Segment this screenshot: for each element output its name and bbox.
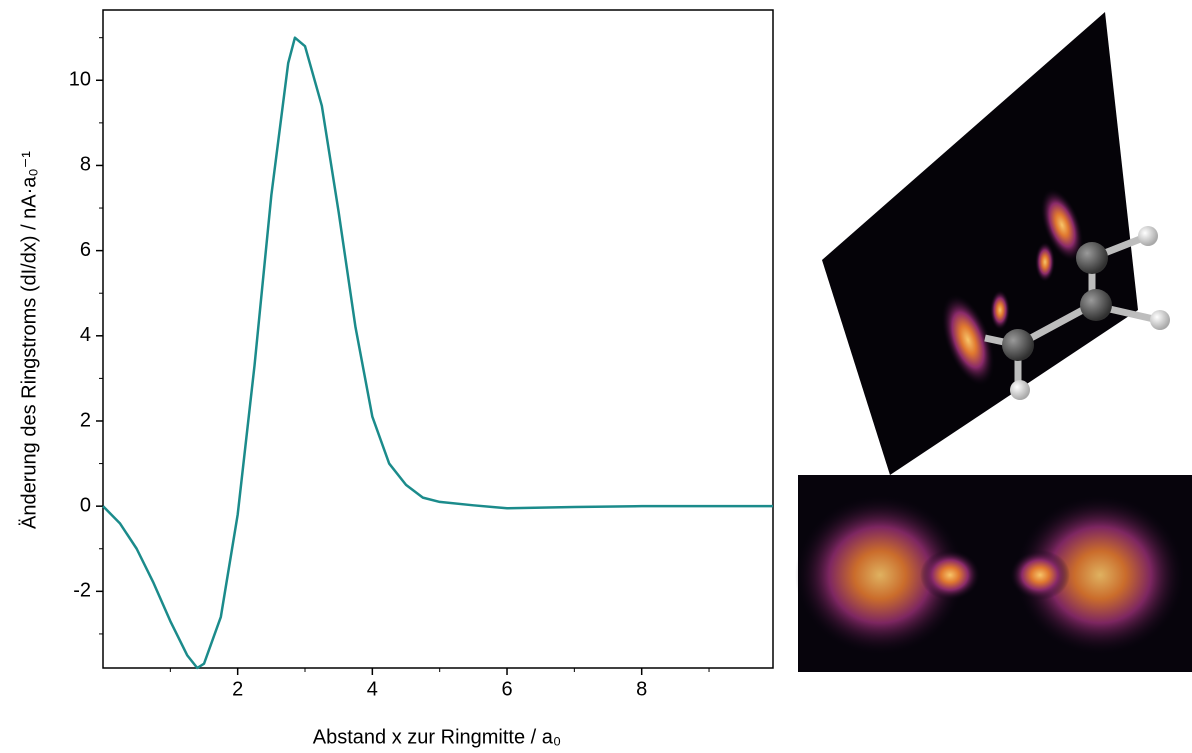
density-slice <box>795 475 1192 672</box>
x-tick-label: 2 <box>232 678 243 700</box>
y-tick-label: 10 <box>69 69 91 91</box>
x-tick-label: 6 <box>501 678 512 700</box>
y-tick-label: 2 <box>80 409 91 431</box>
y-tick-label: 0 <box>80 494 91 516</box>
data-line <box>102 36 773 670</box>
y-tick-label: -2 <box>73 580 91 602</box>
molecule <box>984 226 1170 400</box>
y-tick-label: 6 <box>80 239 91 261</box>
x-tick-label: 8 <box>636 678 647 700</box>
y-axis-label: Änderung des Ringstroms (dI/dx) / nA·a₀⁻… <box>18 151 40 529</box>
x-tick-label: 4 <box>367 678 378 700</box>
y-tick-label: 8 <box>80 154 91 176</box>
plot-frame <box>102 9 774 669</box>
y-tick-label: 4 <box>80 324 91 346</box>
density-plane <box>822 12 1138 475</box>
x-axis-label: Abstand x zur Ringmitte / a₀ <box>313 726 561 748</box>
